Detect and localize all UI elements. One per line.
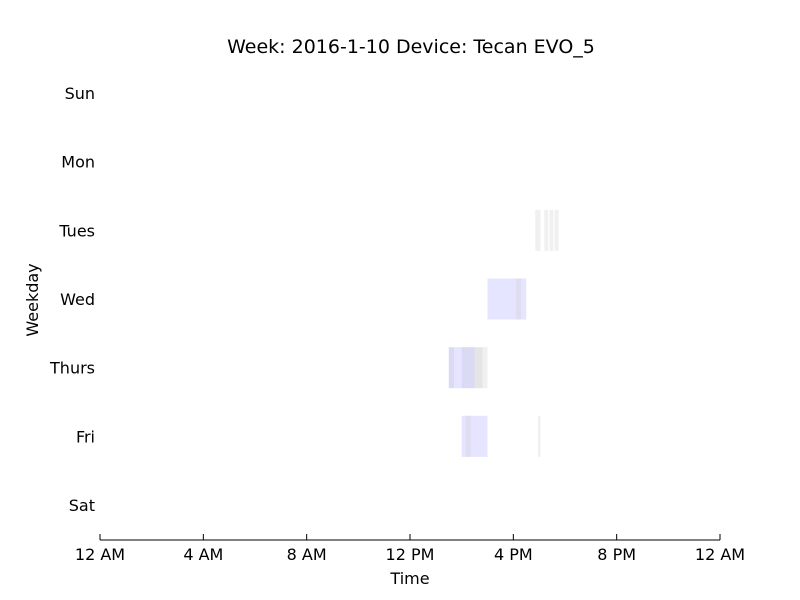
- x-tick-label: 8 PM: [597, 545, 636, 564]
- interval-bar: [448, 347, 475, 389]
- interval-bar: [515, 278, 522, 320]
- interval-bar: [474, 347, 488, 389]
- y-tick-labels: Sun Mon Tues Wed Thurs Fri Sat: [49, 84, 95, 515]
- y-tick-label: Sun: [65, 84, 95, 103]
- x-tick-labels: 12 AM 4 AM 8 AM 12 PM 4 PM 8 PM 12 AM: [75, 534, 745, 564]
- y-tick-label: Mon: [61, 153, 95, 172]
- x-tick-label: 4 PM: [494, 545, 533, 564]
- interval-bar: [487, 278, 527, 320]
- interval-bar: [465, 415, 471, 457]
- interval-bar: [477, 347, 483, 389]
- interval-bar: [461, 347, 478, 389]
- x-tick-label: 12 AM: [75, 545, 125, 564]
- x-tick-label: 4 AM: [183, 545, 223, 564]
- interval-bar: [549, 209, 554, 251]
- chart-title: Week: 2016-1-10 Device: Tecan EVO_5: [227, 36, 595, 58]
- interval-bar: [554, 209, 559, 251]
- y-tick-label: Fri: [76, 427, 95, 446]
- interval-bar: [537, 415, 541, 457]
- x-tick-label: 12 AM: [695, 545, 745, 564]
- interval-bars: [448, 209, 559, 457]
- x-tick-label: 8 AM: [287, 545, 327, 564]
- y-tick-label: Wed: [60, 290, 95, 309]
- y-axis-label: Weekday: [23, 263, 42, 336]
- x-tick-label: 12 PM: [386, 545, 435, 564]
- y-tick-label: Tues: [58, 221, 95, 240]
- interval-bar: [461, 415, 488, 457]
- y-tick-label: Thurs: [49, 359, 95, 378]
- interval-bar: [448, 347, 454, 389]
- interval-bar: [535, 209, 541, 251]
- x-axis-label: Time: [389, 569, 429, 588]
- y-tick-label: Sat: [69, 496, 95, 515]
- interval-bar: [544, 209, 549, 251]
